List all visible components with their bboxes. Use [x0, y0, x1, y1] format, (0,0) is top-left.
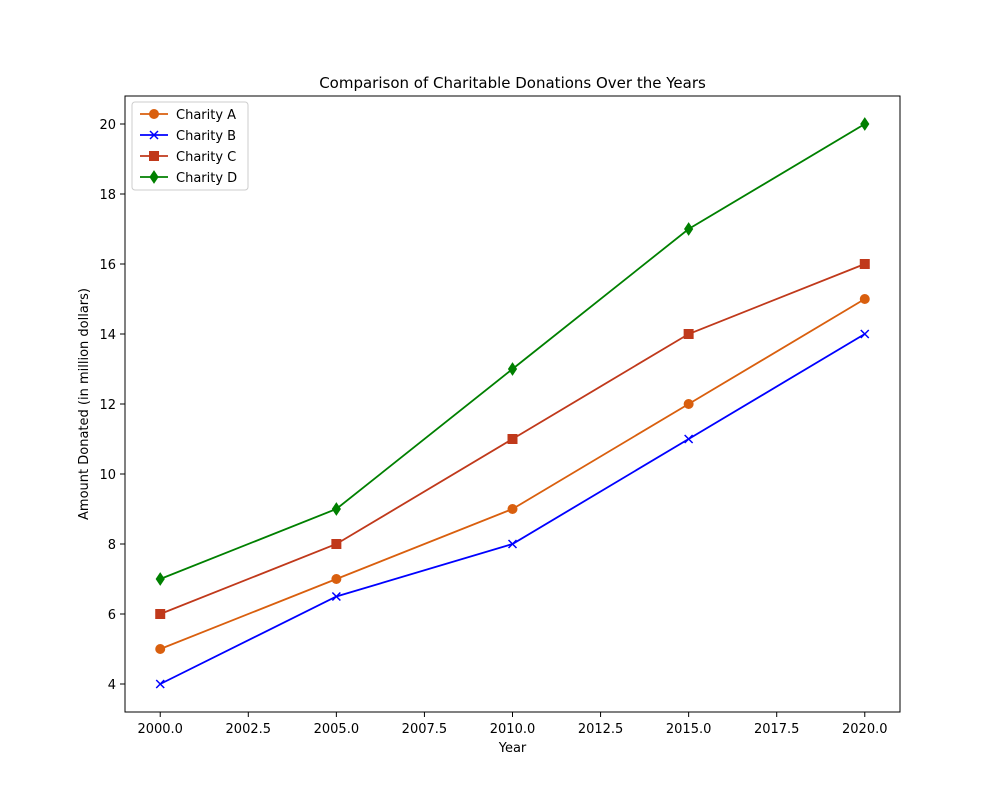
- data-point: [155, 644, 166, 654]
- y-tick-label: 4: [108, 678, 116, 693]
- legend-label: Charity C: [176, 150, 236, 165]
- series-charity-d: [155, 117, 870, 586]
- legend-marker: [149, 170, 159, 184]
- data-point: [684, 434, 694, 444]
- series-line: [159, 298, 866, 650]
- chart-title: Comparison of Charitable Donations Over …: [319, 74, 706, 92]
- data-point: [859, 259, 870, 269]
- data-point: [331, 574, 342, 584]
- x-tick-label: 2007.5: [402, 722, 448, 737]
- data-point: [507, 539, 518, 549]
- x-tick-label: 2015.0: [666, 722, 712, 737]
- x-tick-label: 2012.5: [578, 722, 624, 737]
- data-point: [859, 294, 870, 304]
- legend-marker: [149, 130, 159, 140]
- legend-label: Charity D: [176, 171, 237, 186]
- data-point: [507, 362, 518, 376]
- x-tick-label: 2020.0: [842, 722, 888, 737]
- legend-label: Charity A: [176, 108, 236, 123]
- legend: Charity A Charity B Charity C Charity D: [131, 101, 249, 191]
- y-tick-label: 14: [99, 328, 116, 343]
- data-point: [683, 399, 694, 409]
- data-point: [331, 502, 341, 516]
- y-tick-label: 6: [108, 608, 116, 623]
- x-tick-label: 2017.5: [754, 722, 800, 737]
- legend-entry: Charity D: [140, 170, 237, 186]
- x-axis-label: Year: [498, 741, 527, 756]
- legend-entry: Charity C: [140, 150, 236, 165]
- legend-box: [131, 101, 249, 191]
- data-point: [860, 329, 870, 339]
- series-charity-a: [155, 294, 870, 654]
- legend-entry: Charity B: [140, 129, 236, 144]
- x-tick-label: 2002.5: [226, 722, 272, 737]
- x-tick-label: 2010.0: [490, 722, 536, 737]
- series-group: [155, 117, 870, 689]
- x-tick-label: 2000.0: [137, 722, 183, 737]
- y-tick-label: 16: [99, 258, 116, 273]
- data-point: [507, 504, 518, 514]
- legend-label: Charity B: [176, 129, 236, 144]
- series-charity-b: [155, 329, 870, 689]
- data-point: [155, 572, 165, 586]
- y-tick-label: 20: [99, 118, 116, 133]
- y-tick-label: 10: [99, 468, 116, 483]
- y-tick-label: 18: [99, 188, 116, 203]
- data-point: [507, 434, 518, 444]
- data-point: [860, 117, 870, 131]
- data-point: [331, 591, 341, 602]
- data-point: [155, 609, 166, 619]
- y-tick-label: 12: [99, 398, 116, 413]
- y-axis-label: Amount Donated (in million dollars): [77, 288, 92, 520]
- legend-marker: [149, 109, 159, 119]
- y-tick-label: 8: [108, 538, 116, 553]
- axes: 2000.0 2002.5 2005.0 2007.5 2010.0 2012.5 2015…: [99, 95, 901, 737]
- legend-marker: [149, 151, 159, 161]
- series-charity-c: [155, 259, 870, 619]
- data-point: [155, 679, 165, 689]
- data-point: [684, 222, 694, 236]
- data-point: [683, 329, 694, 339]
- legend-entry: Charity A: [140, 108, 236, 123]
- data-point: [331, 539, 342, 549]
- x-tick-label: 2005.0: [314, 722, 360, 737]
